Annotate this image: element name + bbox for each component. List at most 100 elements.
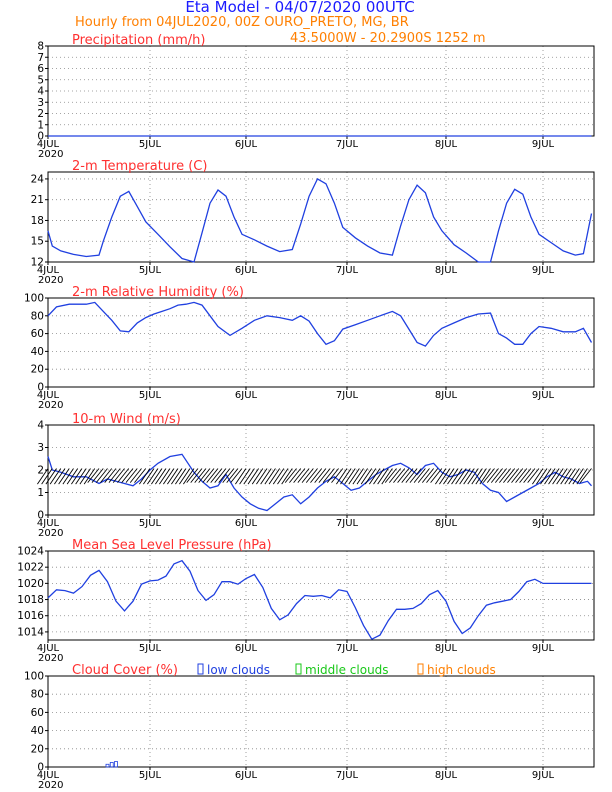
wind-arrow: [75, 468, 87, 485]
y-tick-label: 1: [37, 487, 44, 499]
wind-arrow: [226, 468, 239, 483]
x-tick-label: 9JUL: [532, 139, 555, 150]
wind-arrow: [455, 468, 467, 485]
wind-arrow: [579, 468, 592, 483]
wind-arrow: [310, 468, 323, 483]
wind-arrow: [426, 468, 439, 483]
wind-arrow: [471, 468, 483, 485]
y-tick-label: 5: [37, 74, 44, 86]
x-year-label: 2020: [38, 780, 63, 791]
y-tick-label: 80: [31, 689, 44, 701]
y-tick-label: 60: [31, 707, 44, 719]
y-tick-label: 12: [31, 257, 44, 269]
cloud-bar: [105, 763, 110, 768]
wind-arrow: [186, 468, 199, 483]
wind-arrow: [388, 468, 401, 483]
wind-arrow: [459, 468, 471, 485]
y-tick-label: 8: [37, 41, 44, 53]
wind-arrow: [194, 468, 207, 483]
series-line-mslp: [47, 559, 592, 641]
wind-arrow: [397, 468, 410, 483]
wind-arrow: [519, 468, 532, 483]
wind-arrow: [183, 468, 195, 485]
panel-frame: [47, 424, 595, 516]
wind-arrow: [430, 468, 443, 483]
x-tick-label: 7JUL: [336, 770, 359, 781]
y-tick-label: 15: [31, 236, 44, 248]
y-tick-label: 1018: [17, 594, 44, 606]
x-tick-label: 4JUL: [37, 643, 60, 654]
wind-arrow: [125, 468, 138, 483]
x-tick-label: 4JUL: [37, 518, 60, 529]
y-tick-label: 2: [37, 465, 44, 477]
wind-arrow: [49, 468, 62, 485]
panel-frame: [47, 550, 595, 641]
y-tick-label: 7: [37, 52, 44, 64]
wind-arrow: [272, 468, 285, 485]
y-tick-label: 1020: [17, 578, 44, 590]
wind-arrow: [260, 468, 272, 485]
wind-arrow: [37, 468, 49, 485]
wind-arrow: [239, 468, 251, 485]
y-tick-label: 80: [31, 310, 44, 322]
wind-arrow: [198, 468, 211, 483]
wind-arrow: [479, 468, 491, 485]
y-tick-label: 6: [37, 63, 44, 75]
y-tick-label: 2: [37, 108, 44, 120]
wind-arrow: [163, 468, 175, 485]
wind-arrow: [147, 468, 159, 485]
y-tick-label: 24: [31, 173, 45, 185]
x-tick-label: 8JUL: [435, 390, 458, 401]
wind-arrow: [369, 468, 381, 485]
wind-arrow: [439, 468, 451, 485]
wind-arrow: [344, 468, 356, 485]
wind-arrow: [268, 468, 281, 485]
wind-arrow: [121, 468, 134, 483]
y-tick-label: 1014: [17, 626, 44, 638]
wind-arrow: [572, 468, 584, 485]
wind-arrow: [463, 468, 475, 485]
wind-arrow: [451, 468, 463, 485]
legend-label: middle clouds: [305, 663, 389, 677]
wind-arrow: [230, 468, 243, 483]
wind-arrow: [331, 468, 344, 483]
x-tick-label: 7JUL: [336, 390, 359, 401]
y-tick-label: 3: [37, 97, 44, 109]
cloud-bar: [114, 761, 118, 768]
wind-arrow: [499, 468, 512, 483]
wind-arrow: [117, 468, 130, 483]
wind-arrow: [377, 468, 389, 485]
wind-arrow: [527, 468, 540, 483]
x-tick-label: 6JUL: [235, 265, 258, 276]
wind-arrow: [190, 468, 203, 483]
x-tick-label: 8JUL: [435, 518, 458, 529]
x-tick-label: 6JUL: [235, 518, 258, 529]
wind-arrow: [409, 468, 422, 483]
panel-frame: [47, 171, 595, 263]
panel-frame: [47, 675, 595, 768]
legend-label: high clouds: [427, 663, 496, 677]
wind-arrow: [143, 468, 155, 485]
x-tick-label: 7JUL: [336, 643, 359, 654]
wind-arrow: [548, 468, 560, 485]
wind-arrow: [251, 468, 264, 485]
wind-arrow: [356, 468, 368, 485]
wind-arrow: [360, 468, 373, 485]
wind-arrow: [405, 468, 418, 483]
wind-arrow: [167, 468, 179, 485]
wind-arrow: [435, 468, 447, 485]
x-tick-label: 9JUL: [532, 265, 555, 276]
wind-arrow: [108, 468, 121, 483]
wind-arrow: [364, 468, 377, 485]
panel-rh: 0 20 40 60 80 100 4JUL 5JUL 6JUL 7JUL 8JUL 9JUL 2020…: [24, 285, 595, 411]
wind-arrow: [210, 468, 223, 483]
wind-arrow: [568, 468, 580, 485]
x-tick-label: 6JUL: [235, 770, 258, 781]
wind-arrow: [41, 468, 53, 485]
wind-arrow: [235, 468, 247, 485]
x-tick-label: 7JUL: [336, 518, 359, 529]
wind-arrow: [218, 468, 231, 483]
wind-arrow: [564, 468, 576, 485]
